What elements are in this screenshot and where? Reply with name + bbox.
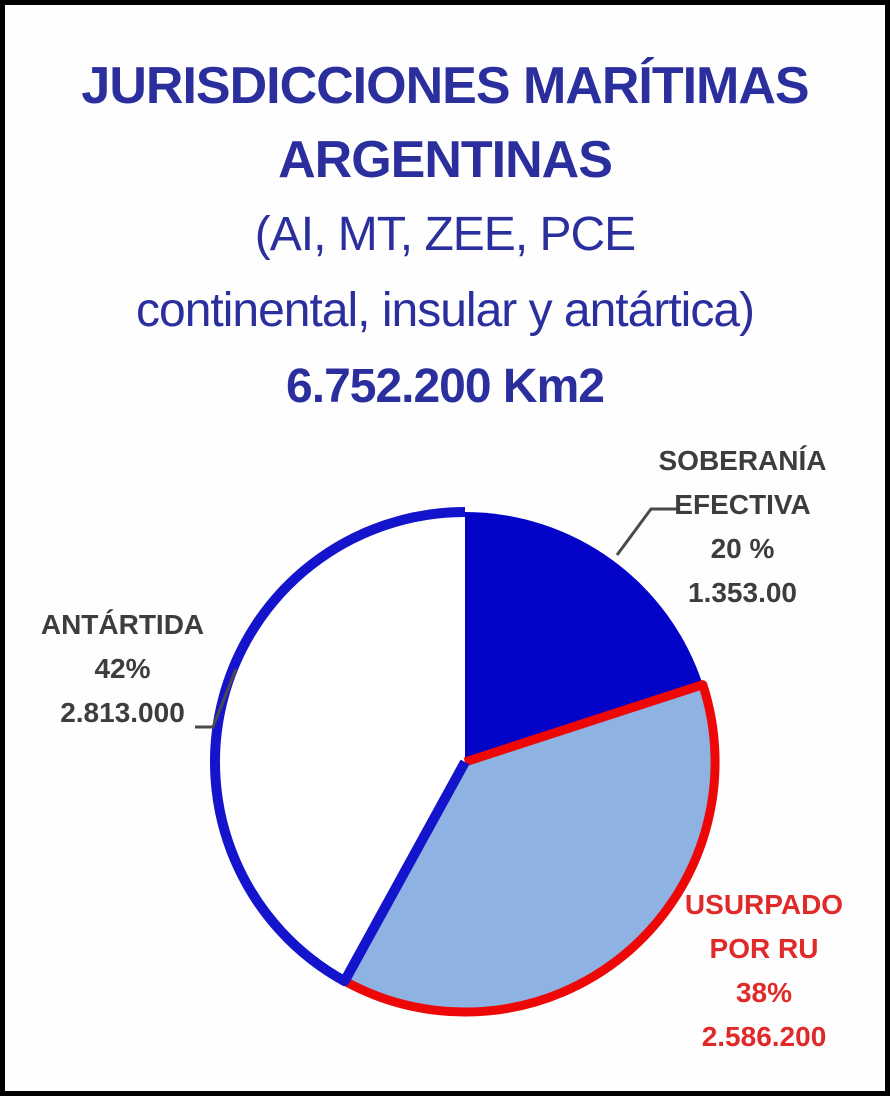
callout-soberania: SOBERANÍA EFECTIVA 20 % 1.353.00 [615, 439, 870, 615]
title-line-2: ARGENTINAS [278, 131, 613, 189]
pie-slice-usurpado [344, 684, 716, 1013]
callout-soberania-value: 1.353.00 [688, 577, 797, 608]
callout-usurpado-name-1: USURPADO [684, 889, 844, 920]
callout-antartida-name: ANTÁRTIDA [40, 609, 205, 640]
title-line-1: JURISDICCIONES MARÍTIMAS [81, 57, 809, 115]
callout-antartida-value: 2.813.000 [60, 697, 185, 728]
callout-antartida: ANTÁRTIDA 42% 2.813.000 [20, 603, 225, 735]
callout-soberania-name-2: EFECTIVA [674, 489, 811, 520]
leader-line-antartida [195, 668, 238, 729]
callout-usurpado-value: 2.586.200 [701, 1021, 827, 1052]
subtitle-line-2: continental, insular y antártica) [136, 284, 755, 337]
callout-antartida-percent: 42% [94, 653, 151, 684]
leader-line-soberania [615, 507, 677, 556]
callout-usurpado-name-2: POR RU [709, 933, 819, 964]
pie-border-usurpado [342, 680, 720, 1017]
chart-title-block: JURISDICCIONES MARÍTIMAS ARGENTINAS (AI,… [5, 49, 885, 425]
subtitle-line-1: (AI, MT, ZEE, PCE [254, 208, 636, 261]
pie-slice-antartida [214, 512, 465, 982]
total-area-label: 6.752.200 Km2 [286, 360, 605, 413]
callout-soberania-name-1: SOBERANÍA [658, 445, 827, 476]
callout-usurpado-percent: 38% [735, 977, 793, 1008]
pie-chart [195, 507, 720, 1017]
callout-usurpado: USURPADO POR RU 38% 2.586.200 [650, 883, 878, 1059]
callout-soberania-percent: 20 % [710, 533, 775, 564]
